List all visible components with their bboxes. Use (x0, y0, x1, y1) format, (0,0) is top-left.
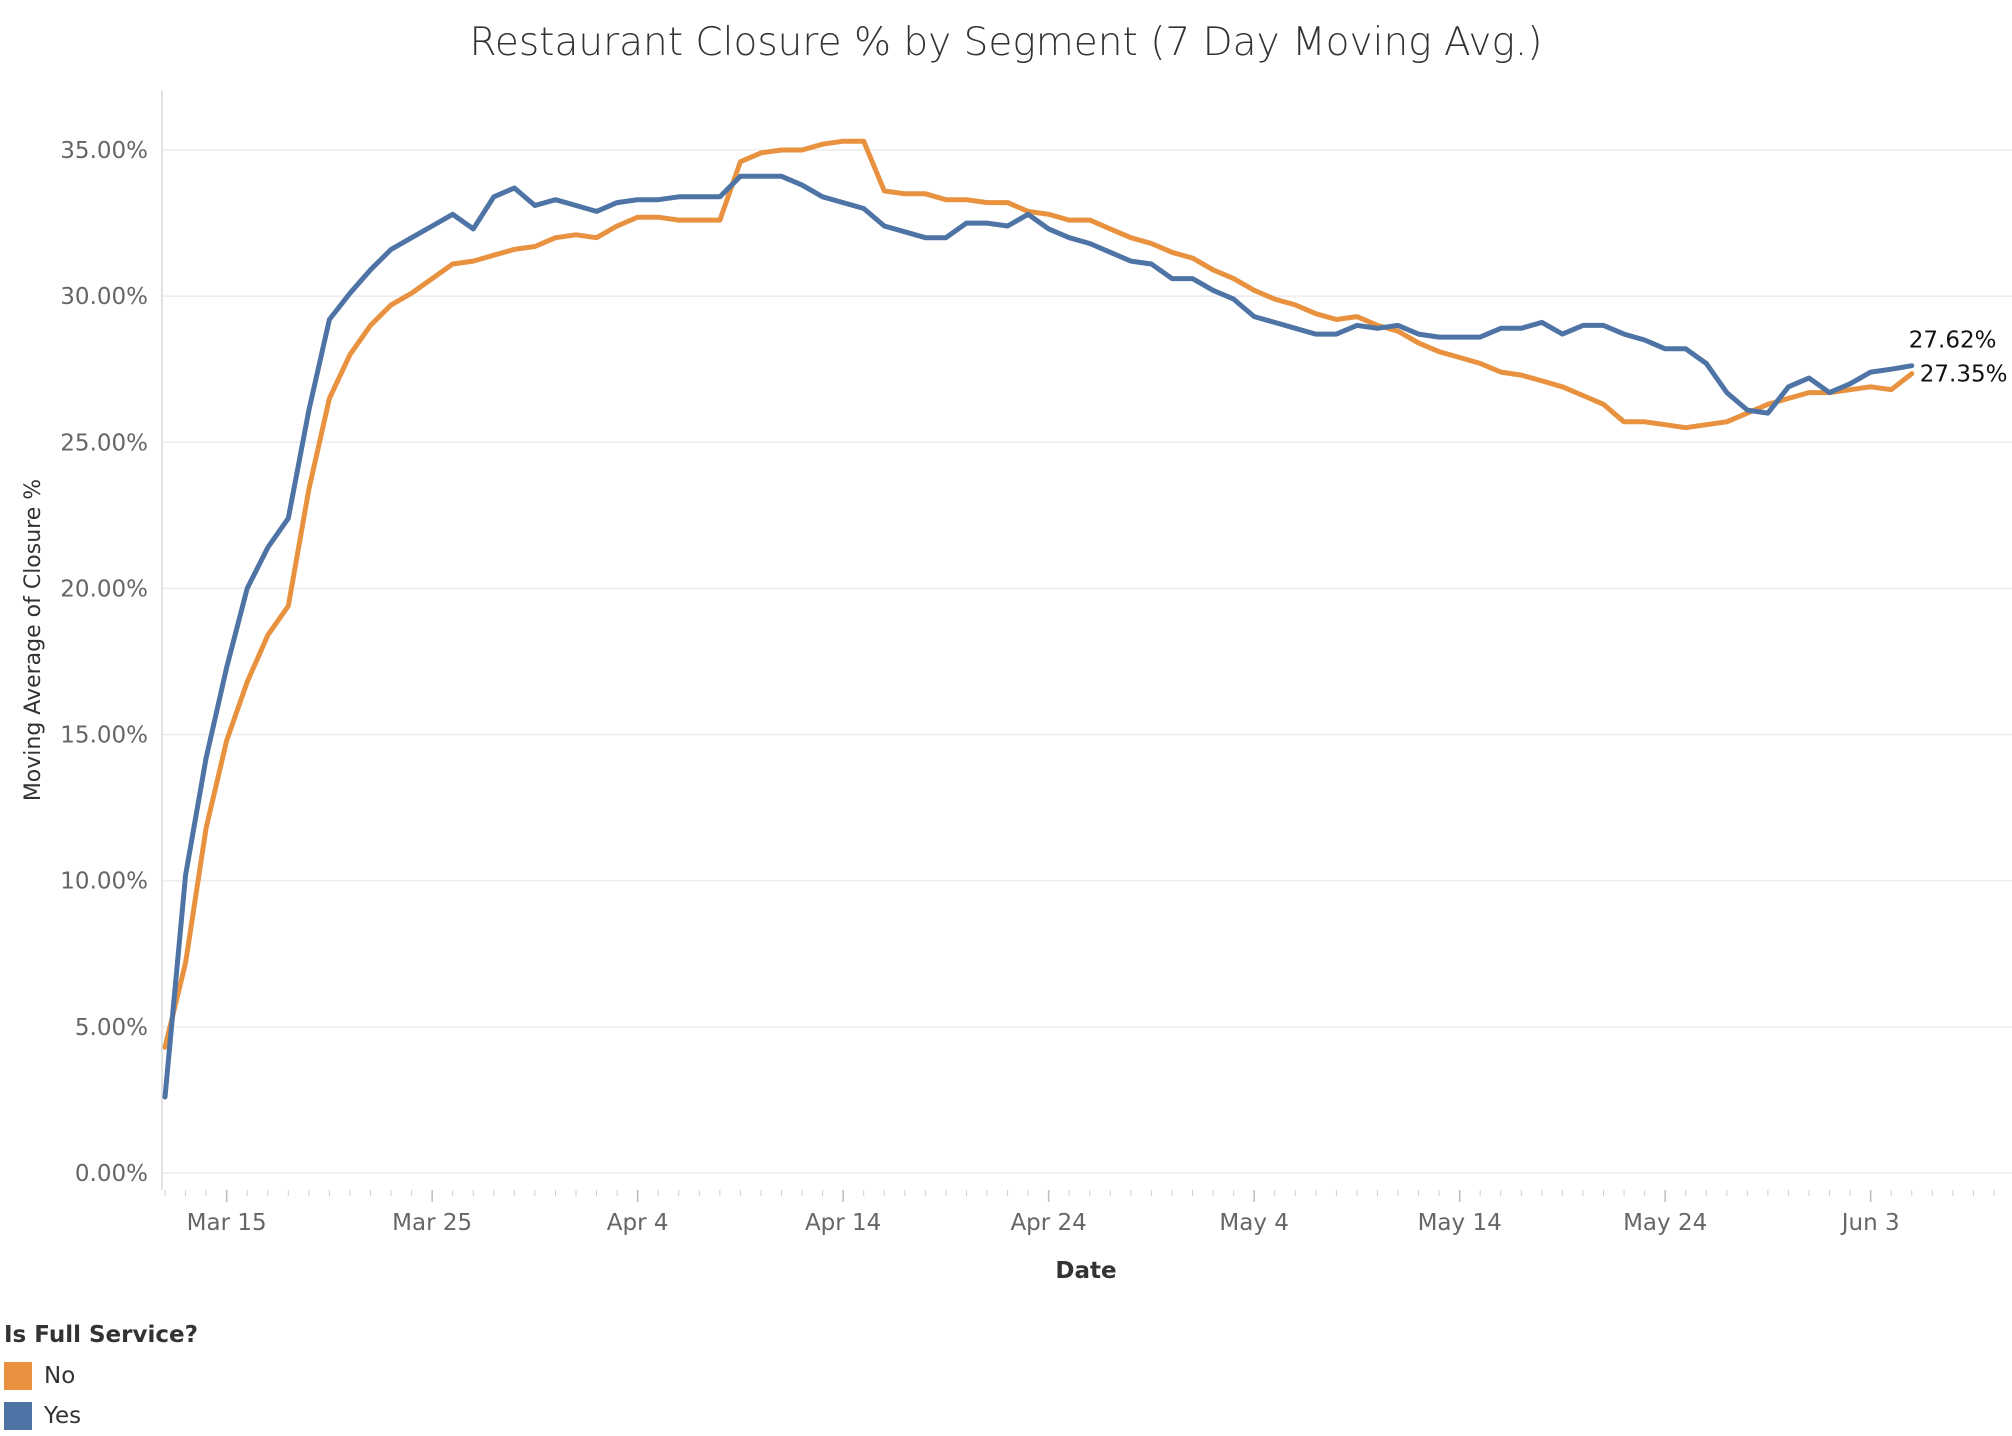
series-lines (162, 138, 1915, 1100)
y-tick-label: 35.00% (60, 138, 148, 164)
y-tick-label: 10.00% (60, 869, 148, 895)
series-line-yes[interactable] (162, 173, 1915, 1100)
x-axis: Mar 15 Mar 25 Apr 4 Apr 14 Apr 24 May 4 May 14… (164, 1190, 1995, 1236)
legend-item-no[interactable]: No (4, 1356, 198, 1396)
y-tick-label: 5.00% (75, 1015, 148, 1041)
x-tick-label: Mar 15 (187, 1210, 267, 1236)
legend-label-yes: Yes (44, 1403, 82, 1429)
x-tick-label: Apr 14 (805, 1210, 881, 1236)
legend-swatch-yes (4, 1402, 32, 1430)
x-axis-title: Date (1055, 1258, 1116, 1284)
chart-title: Restaurant Closure % by Segment (7 Day M… (470, 20, 1543, 65)
end-labels: 27.35% 27.62% (1909, 328, 2008, 388)
x-tick-label: May 14 (1418, 1210, 1502, 1236)
end-label-no: 27.35% (1920, 362, 2008, 388)
end-label-yes: 27.62% (1909, 328, 1997, 354)
legend-item-yes[interactable]: Yes (4, 1396, 198, 1436)
y-tick-label: 25.00% (60, 430, 148, 456)
legend: Is Full Service? No Yes (4, 1322, 198, 1436)
y-tick-label: 15.00% (60, 723, 148, 749)
y-tick-label: 20.00% (60, 576, 148, 602)
series-line-no[interactable] (162, 138, 1915, 1050)
legend-swatch-no (4, 1362, 32, 1390)
x-tick-label: Mar 25 (392, 1210, 472, 1236)
y-tick-label: 0.00% (75, 1161, 148, 1187)
legend-title: Is Full Service? (4, 1322, 198, 1348)
y-tick-label: 30.00% (60, 284, 148, 310)
legend-label-no: No (44, 1363, 76, 1389)
x-tick-label: Jun 3 (1840, 1210, 1900, 1236)
x-tick-label: May 4 (1219, 1210, 1289, 1236)
y-axis: 0.00% 5.00% 10.00% 15.00% 20.00% 25.00% 30.00%… (60, 138, 148, 1187)
x-tick-label: Apr 24 (1010, 1210, 1086, 1236)
grid-lines (162, 149, 2012, 1174)
x-tick-label: Apr 4 (607, 1210, 669, 1236)
x-tick-label: May 24 (1623, 1210, 1707, 1236)
y-axis-title: Moving Average of Closure % (21, 479, 46, 801)
